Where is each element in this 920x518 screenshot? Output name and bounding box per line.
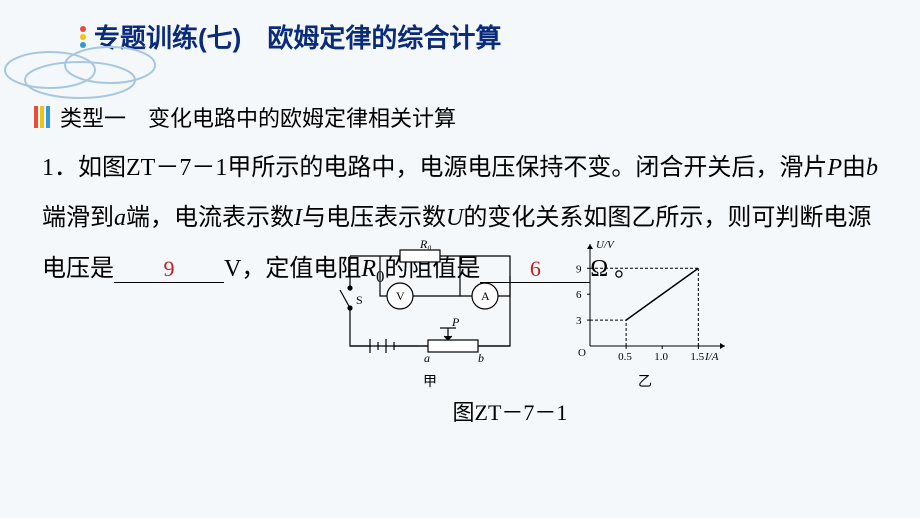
- var-P: P: [827, 155, 842, 181]
- answer-blank-voltage: 9: [114, 256, 224, 283]
- var-I: I: [294, 205, 302, 231]
- circuit-sublabel: 甲: [330, 371, 530, 391]
- svg-text:I/A: I/A: [704, 351, 719, 363]
- label-A: A: [481, 289, 490, 303]
- svg-text:U/V: U/V: [596, 239, 615, 251]
- circuit-figure: R₀ V A S P a b 甲: [330, 236, 530, 391]
- cloud-decoration: [0, 40, 200, 110]
- svg-text:O: O: [578, 347, 586, 359]
- label-b: b: [478, 351, 484, 365]
- q-text: 1．如图ZT－7－1甲所示的电路中，电源电压保持不变。闭合开关后，滑片: [42, 155, 827, 181]
- svg-text:1.0: 1.0: [654, 351, 668, 363]
- svg-text:9: 9: [576, 263, 582, 275]
- var-a: a: [114, 205, 126, 231]
- graph-figure: U/V I/A O 3 6 9 0.5 1.0 1.5 乙: [560, 236, 730, 391]
- label-S: S: [356, 293, 363, 307]
- label-P: P: [451, 315, 460, 329]
- circuit-svg: R₀ V A S P a b: [330, 236, 530, 366]
- q-text: 与电压表示数: [302, 205, 446, 231]
- label-a: a: [424, 351, 430, 365]
- graph-sublabel: 乙: [560, 371, 730, 391]
- q-text: 端，电流表示数: [126, 205, 294, 231]
- var-b: b: [866, 155, 878, 181]
- var-U: U: [446, 205, 463, 231]
- label-R0: R₀: [419, 237, 432, 251]
- q-text: 由: [842, 155, 866, 181]
- label-V: V: [396, 289, 405, 303]
- svg-text:3: 3: [576, 315, 582, 327]
- q-text: 端滑到: [42, 205, 114, 231]
- svg-text:1.5: 1.5: [690, 351, 704, 363]
- svg-text:0.5: 0.5: [618, 351, 632, 363]
- svg-text:6: 6: [576, 289, 582, 301]
- graph-svg: U/V I/A O 3 6 9 0.5 1.0 1.5: [560, 236, 730, 366]
- figure-caption: 图ZT－7－1: [100, 395, 920, 427]
